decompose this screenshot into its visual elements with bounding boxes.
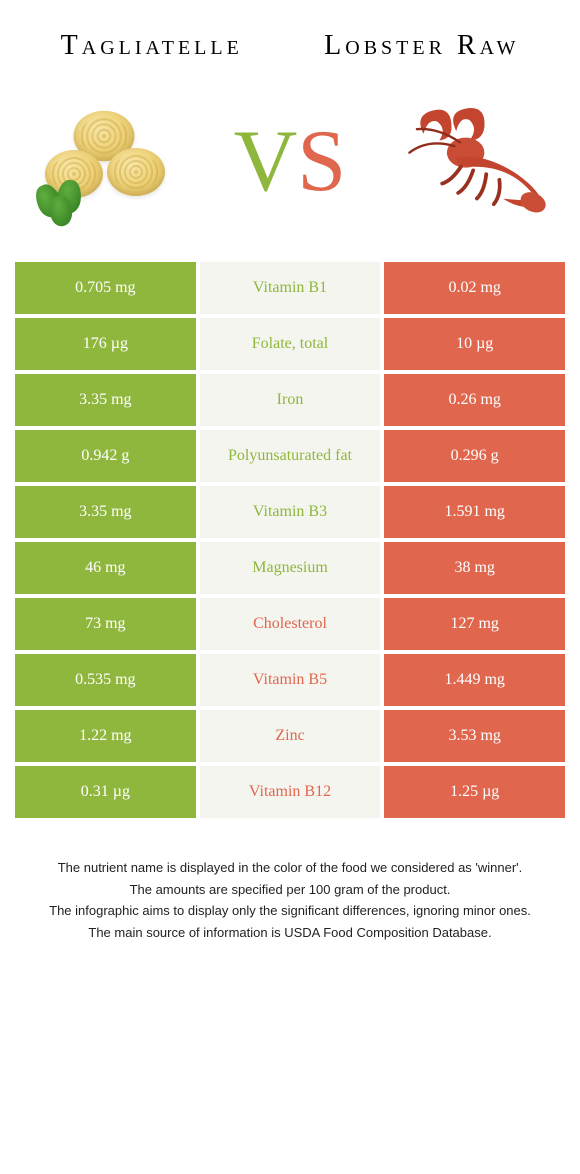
left-value-cell: 46 mg xyxy=(15,542,196,594)
left-value-cell: 0.942 g xyxy=(15,430,196,482)
right-value-cell: 1.25 µg xyxy=(384,766,565,818)
nutrient-label-cell: Polyunsaturated fat xyxy=(200,430,381,482)
nutrient-label-cell: Iron xyxy=(200,374,381,426)
table-row: 0.31 µgVitamin B121.25 µg xyxy=(15,766,565,818)
nutrient-label-cell: Magnesium xyxy=(200,542,381,594)
footnote-line: The main source of information is USDA F… xyxy=(30,923,550,943)
table-row: 0.705 mgVitamin B10.02 mg xyxy=(15,262,565,314)
table-row: 0.535 mgVitamin B51.449 mg xyxy=(15,654,565,706)
table-row: 46 mgMagnesium38 mg xyxy=(15,542,565,594)
tagliatelle-image xyxy=(30,92,180,232)
left-value-cell: 3.35 mg xyxy=(15,374,196,426)
vs-v: V xyxy=(234,113,298,210)
left-value-cell: 0.31 µg xyxy=(15,766,196,818)
table-row: 3.35 mgVitamin B31.591 mg xyxy=(15,486,565,538)
nutrient-label-cell: Vitamin B1 xyxy=(200,262,381,314)
footnote-line: The amounts are specified per 100 gram o… xyxy=(30,880,550,900)
nutrient-label-cell: Zinc xyxy=(200,710,381,762)
vs-s: S xyxy=(297,113,346,210)
footnotes: The nutrient name is displayed in the co… xyxy=(0,818,580,964)
right-value-cell: 38 mg xyxy=(384,542,565,594)
nutrient-label-cell: Cholesterol xyxy=(200,598,381,650)
lobster-image xyxy=(400,92,550,232)
right-value-cell: 1.591 mg xyxy=(384,486,565,538)
nutrient-table: 0.705 mgVitamin B10.02 mg176 µgFolate, t… xyxy=(15,262,565,818)
right-value-cell: 3.53 mg xyxy=(384,710,565,762)
right-value-cell: 0.296 g xyxy=(384,430,565,482)
left-value-cell: 1.22 mg xyxy=(15,710,196,762)
left-food-title: Tagliatelle xyxy=(61,30,243,62)
vs-label: VS xyxy=(234,118,347,206)
header: Tagliatelle Lobster Raw xyxy=(0,0,580,72)
table-row: 1.22 mgZinc3.53 mg xyxy=(15,710,565,762)
nutrient-label-cell: Vitamin B12 xyxy=(200,766,381,818)
table-row: 176 µgFolate, total10 µg xyxy=(15,318,565,370)
nutrient-label-cell: Folate, total xyxy=(200,318,381,370)
right-value-cell: 0.02 mg xyxy=(384,262,565,314)
right-value-cell: 127 mg xyxy=(384,598,565,650)
left-value-cell: 0.535 mg xyxy=(15,654,196,706)
table-row: 73 mgCholesterol127 mg xyxy=(15,598,565,650)
right-food-title: Lobster Raw xyxy=(324,30,519,62)
footnote-line: The infographic aims to display only the… xyxy=(30,901,550,921)
table-row: 3.35 mgIron0.26 mg xyxy=(15,374,565,426)
images-row: VS xyxy=(0,72,580,262)
right-value-cell: 0.26 mg xyxy=(384,374,565,426)
right-value-cell: 1.449 mg xyxy=(384,654,565,706)
nutrient-label-cell: Vitamin B3 xyxy=(200,486,381,538)
footnote-line: The nutrient name is displayed in the co… xyxy=(30,858,550,878)
nutrient-label-cell: Vitamin B5 xyxy=(200,654,381,706)
left-value-cell: 176 µg xyxy=(15,318,196,370)
right-value-cell: 10 µg xyxy=(384,318,565,370)
left-value-cell: 0.705 mg xyxy=(15,262,196,314)
left-value-cell: 3.35 mg xyxy=(15,486,196,538)
left-value-cell: 73 mg xyxy=(15,598,196,650)
table-row: 0.942 gPolyunsaturated fat0.296 g xyxy=(15,430,565,482)
